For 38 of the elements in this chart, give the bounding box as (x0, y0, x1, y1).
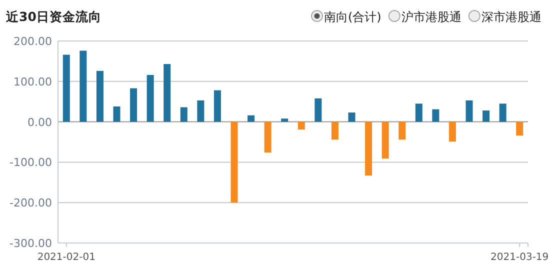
y-tick-label: -200.00 (10, 196, 52, 210)
y-tick-label: 100.00 (14, 75, 52, 88)
bar (281, 118, 288, 122)
bar (398, 122, 406, 140)
bar (314, 98, 322, 122)
bar (62, 54, 70, 122)
bar (499, 104, 506, 122)
y-tick-label: -300.00 (10, 237, 52, 250)
bar (197, 100, 204, 122)
bar (80, 50, 87, 122)
bar (382, 122, 389, 159)
bar (298, 122, 305, 130)
y-tick-label: 200.00 (14, 35, 52, 48)
x-tick-label: 2021-03-19 (490, 252, 549, 263)
y-tick-label: 0.00 (28, 116, 52, 129)
bar (466, 100, 473, 122)
bar (180, 107, 188, 122)
bar (113, 106, 120, 122)
bar (415, 104, 422, 122)
bar (264, 122, 272, 153)
bar (214, 90, 221, 122)
bar (96, 70, 104, 122)
chart-title: 近30日资金流向 (5, 9, 102, 24)
legend: 南向(合计) 沪市港股通 深市港股通 (311, 10, 542, 24)
bar (164, 64, 171, 122)
bar (432, 109, 440, 122)
y-tick-label: -100.00 (10, 156, 52, 170)
bar (230, 122, 238, 203)
bar (448, 122, 456, 142)
bar (516, 122, 524, 136)
bar (130, 88, 138, 122)
bar (365, 122, 372, 176)
bar (146, 74, 154, 122)
bar (348, 112, 356, 122)
x-tick-label: 2021-02-01 (37, 252, 96, 263)
bar (482, 110, 490, 122)
bar (248, 115, 255, 122)
bar (331, 122, 338, 140)
